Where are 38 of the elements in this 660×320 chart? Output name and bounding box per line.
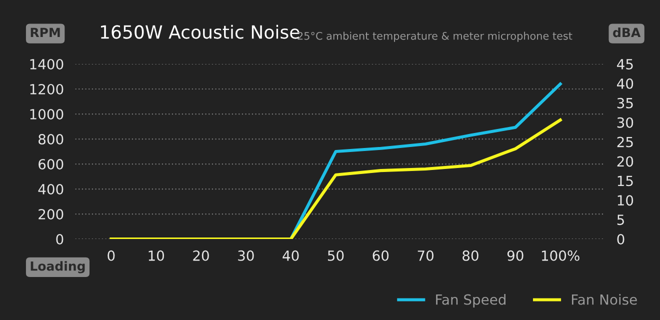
chart-subtitle: 25°C ambient temperature & meter microphone test xyxy=(298,32,572,42)
y2-tick-label: 5 xyxy=(617,214,624,226)
y2-tick-label: 15 xyxy=(618,176,633,186)
x-tick-label: 40 xyxy=(282,250,299,261)
y2-tick-label: 35 xyxy=(617,98,633,108)
y-tick-label: 400 xyxy=(38,184,64,195)
x-tick-label: 30 xyxy=(238,250,254,261)
y2-tick-label: 40 xyxy=(617,78,634,89)
y-tick-label: 600 xyxy=(38,158,64,170)
y2-tick-label: 0 xyxy=(617,234,624,245)
x-tick-label: 80 xyxy=(462,250,478,261)
y-tick-label: 1200 xyxy=(30,84,64,94)
x-tick-label: 60 xyxy=(372,250,389,261)
y-tick-label: 0 xyxy=(56,234,64,245)
y2-tick-label: 10 xyxy=(618,195,634,206)
y-tick-label: 1400 xyxy=(30,58,64,70)
legend-label: Fan Speed xyxy=(436,294,506,308)
y2-tick-label: 45 xyxy=(617,59,633,70)
x-tick-label: 20 xyxy=(193,250,209,261)
y2-tick-label: 25 xyxy=(617,136,633,148)
x-tick-label: 90 xyxy=(507,250,524,261)
line-series xyxy=(110,118,562,240)
x-tick-label: 70 xyxy=(418,250,434,261)
x-tick-label: 100% xyxy=(542,250,580,261)
y-tick-label: 1000 xyxy=(30,108,64,120)
y2-tick-label: 30 xyxy=(617,117,634,128)
y-tick-label: 800 xyxy=(38,134,64,144)
legend-label: Fan Noise xyxy=(572,294,637,305)
y-tick-label: 200 xyxy=(38,209,64,220)
x-axis-title: Loading xyxy=(30,261,85,274)
line-series xyxy=(289,82,562,240)
y-axis-title: RPM xyxy=(30,28,60,38)
x-tick-label: 10 xyxy=(148,250,164,261)
y2-axis-title: dBA xyxy=(613,28,641,38)
y2-tick-label: 20 xyxy=(617,156,634,167)
x-tick-label: 0 xyxy=(108,250,115,261)
x-tick-label: 50 xyxy=(328,250,344,261)
chart-title: 1650W Acoustic Noise xyxy=(100,24,300,39)
